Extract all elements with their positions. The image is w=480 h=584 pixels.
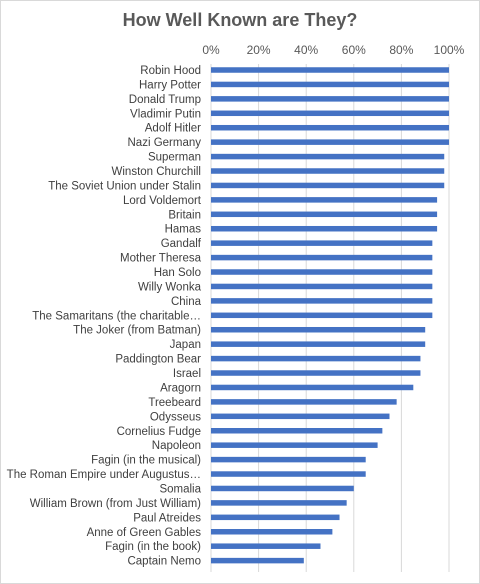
category-label: Donald Trump xyxy=(129,94,201,106)
category-label: Aragorn xyxy=(160,382,201,394)
bar xyxy=(211,456,366,463)
category-label: Harry Potter xyxy=(139,79,201,91)
bar xyxy=(211,442,378,448)
x-tick-label: 60% xyxy=(342,43,366,57)
bar xyxy=(211,124,449,131)
category-label: Mother Theresa xyxy=(120,253,202,265)
category-label: Israel xyxy=(173,368,201,380)
category-label: Treebeard xyxy=(148,397,201,409)
category-label: Cornelius Fudge xyxy=(117,426,201,438)
chart-title: How Well Known are They? xyxy=(122,10,358,30)
bar xyxy=(211,168,445,174)
bar xyxy=(211,225,438,232)
bar xyxy=(211,326,426,333)
bar xyxy=(211,428,383,434)
x-tick-label: 0% xyxy=(202,43,220,57)
bar xyxy=(211,471,366,477)
bar xyxy=(211,153,445,160)
bar xyxy=(211,543,321,549)
category-label: Superman xyxy=(148,152,201,164)
category-label: Fagin (in the musical) xyxy=(91,455,201,467)
bar xyxy=(211,370,421,376)
bar xyxy=(211,384,414,391)
x-tick-label: 40% xyxy=(294,43,318,57)
bar xyxy=(211,529,333,535)
category-label: Napoleon xyxy=(152,440,201,452)
category-label: Adolf Hitler xyxy=(145,123,201,135)
x-tick-label: 100% xyxy=(434,43,465,57)
bar xyxy=(211,399,397,405)
bar xyxy=(211,312,433,319)
category-label: Hamas xyxy=(165,224,202,236)
category-label: The Roman Empire under Augustus… xyxy=(7,469,201,481)
bar xyxy=(211,514,340,521)
category-label: Lord Voldemort xyxy=(123,195,202,207)
bar xyxy=(211,211,438,218)
category-label: Japan xyxy=(170,339,201,351)
bars xyxy=(211,67,449,564)
bar xyxy=(211,413,390,420)
category-label: The Joker (from Batman) xyxy=(73,325,201,337)
category-label: Nazi Germany xyxy=(128,137,202,149)
category-label: Anne of Green Gables xyxy=(87,527,202,539)
bar xyxy=(211,81,449,88)
category-label: Robin Hood xyxy=(140,65,201,77)
bar xyxy=(211,341,426,347)
bar xyxy=(211,269,433,275)
bar xyxy=(211,557,304,564)
bar xyxy=(211,500,347,506)
category-label: Gandalf xyxy=(161,238,202,250)
category-label: William Brown (from Just William) xyxy=(30,498,201,510)
category-label: Han Solo xyxy=(154,267,201,279)
bar xyxy=(211,485,354,492)
bar xyxy=(211,182,445,189)
x-tick-label: 20% xyxy=(247,43,271,57)
category-label: Fagin (in the book) xyxy=(105,541,201,553)
category-label: Willy Wonka xyxy=(138,281,202,293)
category-label: Paddington Bear xyxy=(115,354,201,366)
bar xyxy=(211,240,433,246)
category-labels: Robin Hood Harry Potter Donald Trump Vladim… xyxy=(7,65,202,568)
bar xyxy=(211,254,433,261)
category-label: Paul Atreides xyxy=(133,512,201,524)
bar xyxy=(211,67,449,73)
bar xyxy=(211,139,449,145)
bar xyxy=(211,197,438,203)
category-label: Somalia xyxy=(159,483,201,495)
bar xyxy=(211,355,421,362)
category-label: The Soviet Union under Stalin xyxy=(48,180,201,192)
category-label: Britain xyxy=(168,209,201,221)
x-tick-label: 80% xyxy=(389,43,413,57)
bar xyxy=(211,110,449,117)
bar xyxy=(211,96,449,102)
category-label: China xyxy=(171,296,202,308)
category-label: Captain Nemo xyxy=(127,556,201,568)
bar xyxy=(211,283,433,290)
category-label: The Samaritans (the charitable… xyxy=(32,310,201,322)
bar xyxy=(211,298,433,304)
category-label: Winston Churchill xyxy=(112,166,201,178)
category-label: Vladimir Putin xyxy=(130,108,201,120)
category-label: Odysseus xyxy=(150,411,201,423)
x-axis-ticks: 0% 20% 40% 60% 80% 100% xyxy=(202,43,464,57)
